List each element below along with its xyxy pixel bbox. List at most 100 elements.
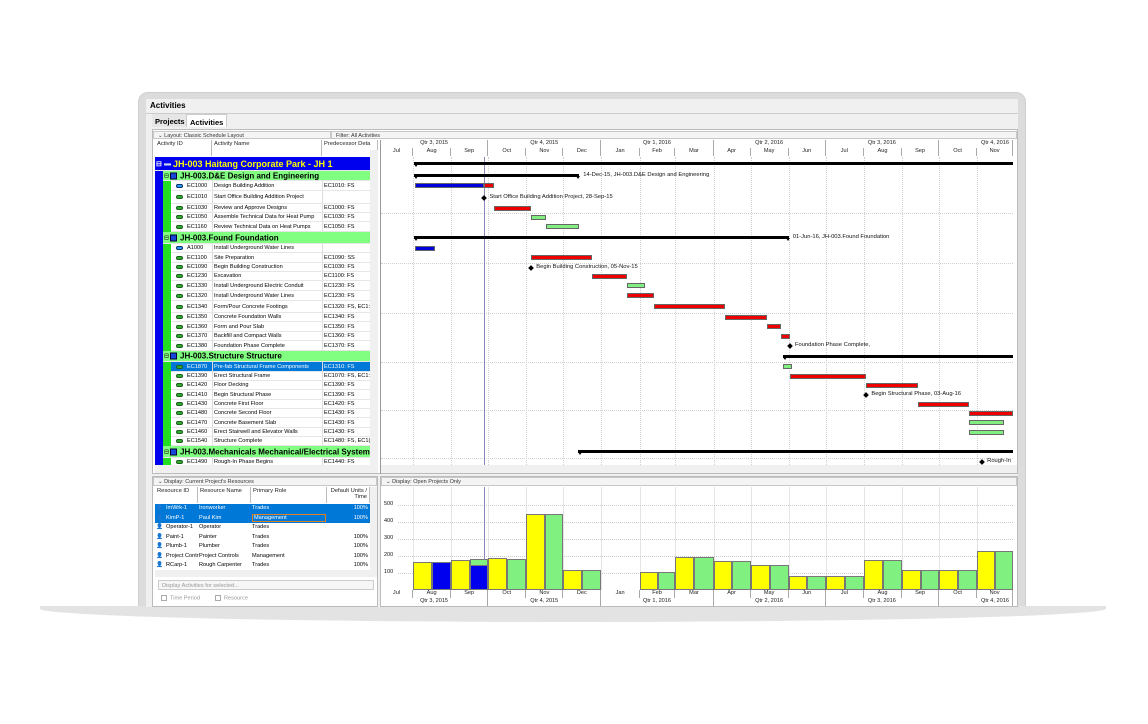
actual-activity-bar[interactable] — [415, 183, 485, 188]
layout-selector[interactable]: ⌄ Layout: Classic Schedule Layout — [153, 131, 331, 139]
filter-selector[interactable]: Filter: All Activities — [331, 131, 1017, 139]
resource-row[interactable]: 👤 ImWrk-1 Ironworker Trades 100% — [155, 504, 370, 514]
activity-row[interactable]: EC1460 Erect Stairwell and Elevator Walls… — [171, 428, 370, 437]
activity-row[interactable]: EC1480 Concrete Second Floor EC1430: FS — [171, 409, 370, 418]
resource-row[interactable]: 👤 KimP-1 Paul Kim Management 100% — [155, 513, 370, 523]
critical-activity-bar[interactable] — [918, 401, 969, 407]
col-default-units[interactable]: Default Units / Time — [327, 487, 370, 503]
activity-row[interactable]: EC1000 Design Building Addition EC1010: FS — [171, 181, 370, 191]
activity-name: Form/Pour Concrete Footings — [214, 303, 288, 310]
normal-activity-bar[interactable] — [968, 429, 1005, 435]
histogram-bar — [544, 513, 564, 590]
activity-row[interactable]: EC1380 Foundation Phase Complete EC1370: F… — [171, 341, 370, 351]
gridline — [939, 157, 941, 465]
activity-row[interactable]: EC1320 Install Underground Water Lines EC1… — [171, 291, 370, 301]
resource-row[interactable]: 👤 Project Contr Project Controls Management… — [155, 552, 370, 562]
activity-row[interactable]: EC1360 Form and Pour Slab EC1350: FS — [171, 322, 370, 332]
activity-row[interactable]: EC1420 Floor Decking EC1390: FS — [171, 381, 370, 390]
activity-id: EC1430 — [187, 401, 208, 407]
activity-row[interactable]: EC1410 Begin Structural Phase EC1390: FS — [171, 390, 370, 400]
activity-row[interactable]: A1000 Install Underground Water Lines — [171, 244, 370, 253]
normal-activity-bar[interactable] — [968, 420, 1005, 425]
critical-activity-bar[interactable] — [494, 205, 532, 211]
normal-activity-bar[interactable] — [627, 283, 645, 288]
activity-row[interactable]: EC1230 Excavation EC1100: FS — [171, 272, 370, 281]
activity-row[interactable]: EC1540 Structure Complete EC1480: FS, EC1( — [171, 437, 370, 446]
project-row[interactable]: ⊟ ▬ JH-003 Haitang Corporate Park - JH 1 — [155, 157, 370, 171]
histogram-quarter-label: Qtr 4, 2015 — [488, 598, 602, 606]
wbs-name: JH-003.D&E Design and Engineering — [180, 171, 320, 180]
activity-status-icon — [176, 374, 183, 378]
activity-row[interactable]: EC1050 Assemble Technical Data for Heat P… — [171, 213, 370, 222]
critical-activity-bar[interactable] — [724, 314, 767, 320]
activity-row[interactable]: EC1010 Start Office Building Addition Pro… — [171, 191, 370, 204]
activity-row[interactable]: EC1350 Concrete Foundation Walls EC1340: F… — [171, 313, 370, 322]
critical-activity-bar[interactable] — [866, 382, 919, 388]
histogram-display-selector[interactable]: ⌄ Display: Open Projects Only — [381, 477, 1017, 486]
histogram-month-label: Oct — [488, 590, 527, 598]
activity-row[interactable]: EC1090 Begin Building Construction EC1030:… — [171, 263, 370, 272]
critical-activity-bar[interactable] — [531, 255, 592, 260]
activity-row[interactable]: EC1330 Install Underground Electric Condu… — [171, 281, 370, 291]
summary-bar[interactable] — [578, 450, 1013, 453]
critical-activity-bar[interactable] — [484, 183, 495, 188]
summary-bar[interactable] — [414, 174, 580, 177]
summary-bar[interactable] — [414, 236, 789, 239]
col-resource-id[interactable]: Resource ID — [155, 487, 198, 503]
wbs-row[interactable]: ⊟ JH-003.Structure Structure — [163, 351, 370, 362]
critical-activity-bar[interactable] — [591, 273, 628, 279]
folder-icon: ▬ — [164, 160, 171, 167]
critical-activity-bar[interactable] — [968, 410, 1013, 416]
resources-hscrollbar[interactable] — [155, 570, 377, 577]
display-activities-button[interactable]: Display Activities for selected... — [158, 580, 374, 590]
col-primary-role[interactable]: Primary Role — [251, 487, 327, 503]
gridline — [713, 157, 715, 465]
resources-vscrollbar[interactable] — [370, 487, 377, 570]
resource-row[interactable]: 👤 Paint-1 Painter Trades 100% — [155, 533, 370, 543]
activity-row[interactable]: EC1870 Pre-fab Structural Frame Component… — [171, 362, 370, 372]
critical-activity-bar[interactable] — [789, 373, 867, 379]
resource-row[interactable]: 👤 Operator-1 Operator Trades — [155, 523, 370, 533]
summary-bar[interactable] — [414, 162, 1013, 165]
activity-row[interactable]: EC1340 Form/Pour Concrete Footings EC1320:… — [171, 301, 370, 313]
critical-activity-bar[interactable] — [781, 333, 790, 339]
normal-activity-bar[interactable] — [531, 214, 547, 220]
gantt-month-label: Apr — [713, 148, 751, 156]
activity-name: Install Underground Water Lines — [214, 245, 295, 251]
activities-vscrollbar[interactable] — [370, 150, 378, 465]
critical-activity-bar[interactable] — [766, 324, 782, 329]
resource-row[interactable]: 👤 RCarp-1 Rough Carpenter Trades 100% — [155, 561, 370, 571]
activity-row[interactable]: EC1030 Review and Approve Designs EC1000: … — [171, 204, 370, 213]
summary-bar[interactable] — [782, 354, 1013, 358]
activity-name: Concrete First Floor — [214, 401, 264, 407]
actual-activity-bar[interactable] — [415, 245, 436, 251]
activity-row[interactable]: EC1160 Review Technical Data on Heat Pump… — [171, 222, 370, 232]
histogram-month-label: Oct — [939, 590, 978, 598]
wbs-row[interactable]: ⊟ JH-003.Found Foundation — [163, 232, 370, 244]
tab-projects[interactable]: Projects — [152, 114, 188, 127]
critical-activity-bar[interactable] — [627, 293, 655, 298]
critical-activity-bar[interactable] — [654, 304, 725, 309]
activity-row[interactable]: EC1430 Concrete First Floor EC1420: FS — [171, 400, 370, 409]
wbs-row[interactable]: ⊟ JH-003.D&E Design and Engineering — [163, 171, 370, 181]
resource-row[interactable]: 👤 Plumb-1 Plumber Trades 100% — [155, 542, 370, 552]
activity-status-icon — [176, 246, 183, 250]
col-activity-id[interactable]: Activity ID — [155, 140, 212, 156]
activity-name: Site Preparation — [214, 254, 255, 261]
normal-activity-bar[interactable] — [546, 224, 580, 229]
activity-row[interactable]: EC1470 Concrete Basement Slab EC1430: FS — [171, 418, 370, 428]
activity-row[interactable]: EC1100 Site Preparation EC1090: SS — [171, 253, 370, 263]
activity-row[interactable]: EC1390 Erect Structural Frame EC1070: FS, … — [171, 372, 370, 381]
time-period-checkbox[interactable]: Time Period — [161, 595, 200, 601]
col-resource-name[interactable]: Resource Name — [198, 487, 251, 503]
activity-row[interactable]: EC1370 Backfill and Compact Walls EC1360: … — [171, 332, 370, 341]
activities-hscrollbar[interactable] — [155, 465, 378, 473]
resource-display-selector[interactable]: ⌄ Display: Current Project's Resources — [153, 477, 377, 486]
col-predecessor[interactable]: Predecessor Deta — [322, 140, 378, 156]
wbs-row[interactable]: ⊟ JH-003.Mechanicals Mechanical/Electrica… — [163, 446, 370, 458]
normal-activity-bar[interactable] — [782, 364, 793, 369]
gantt-hscrollbar[interactable] — [381, 465, 1017, 473]
tab-activities[interactable]: Activities — [186, 114, 228, 127]
col-activity-name[interactable]: Activity Name — [212, 140, 322, 156]
resource-checkbox[interactable]: Resource — [215, 595, 248, 601]
